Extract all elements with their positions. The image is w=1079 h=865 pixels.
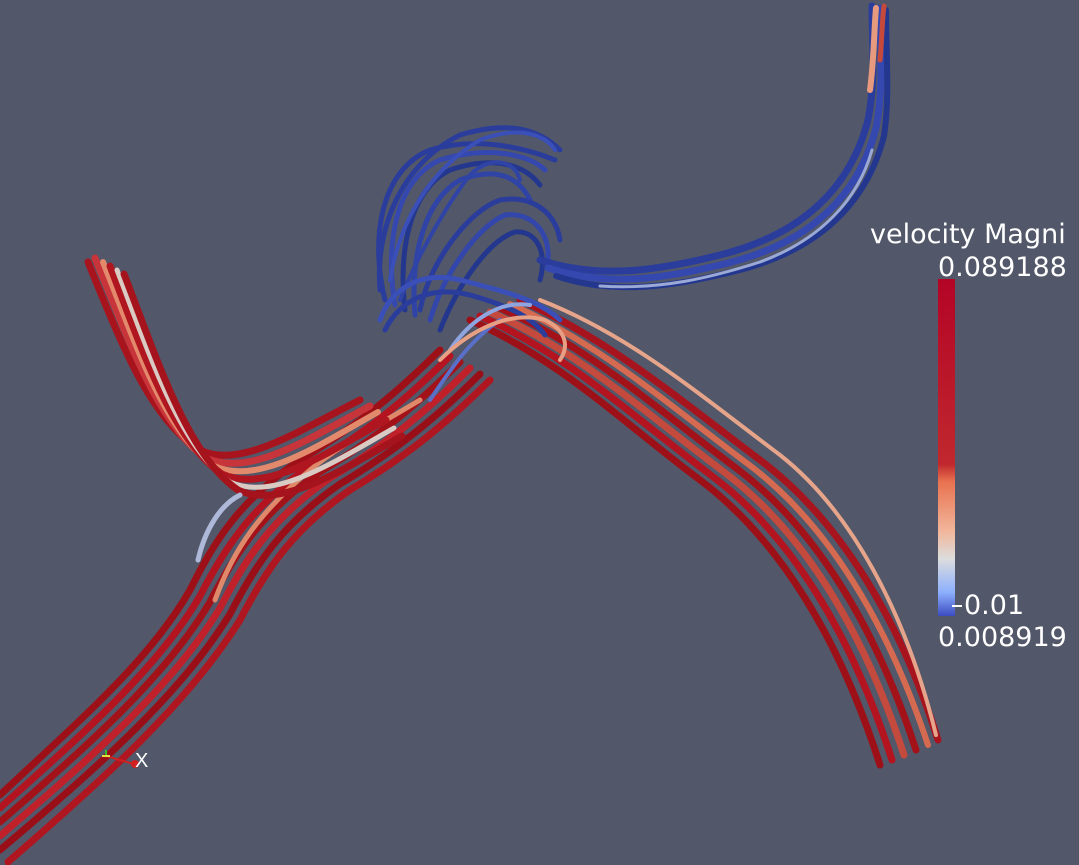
right-branch-streamlines	[466, 296, 942, 769]
upper-right-branch-streamlines	[536, 2, 891, 291]
left-branch-streamlines	[84, 254, 406, 563]
legend-min-label: 0.008919	[938, 622, 1067, 653]
aneurysm-swirl-streamlines	[376, 125, 567, 402]
x-axis-label: X	[135, 750, 148, 772]
legend-tick-label: 0.01	[964, 590, 1025, 621]
axes-orientation-widget: X	[102, 750, 148, 772]
legend-max-label: 0.089188	[938, 252, 1067, 283]
legend-title: velocity Magni	[870, 219, 1066, 250]
legend-tick-mark	[952, 605, 962, 607]
x-axis-line	[105, 755, 135, 765]
x-axis-tip	[131, 760, 139, 768]
color-scale-bar	[938, 279, 955, 616]
lower-left-streamlines	[0, 346, 494, 865]
